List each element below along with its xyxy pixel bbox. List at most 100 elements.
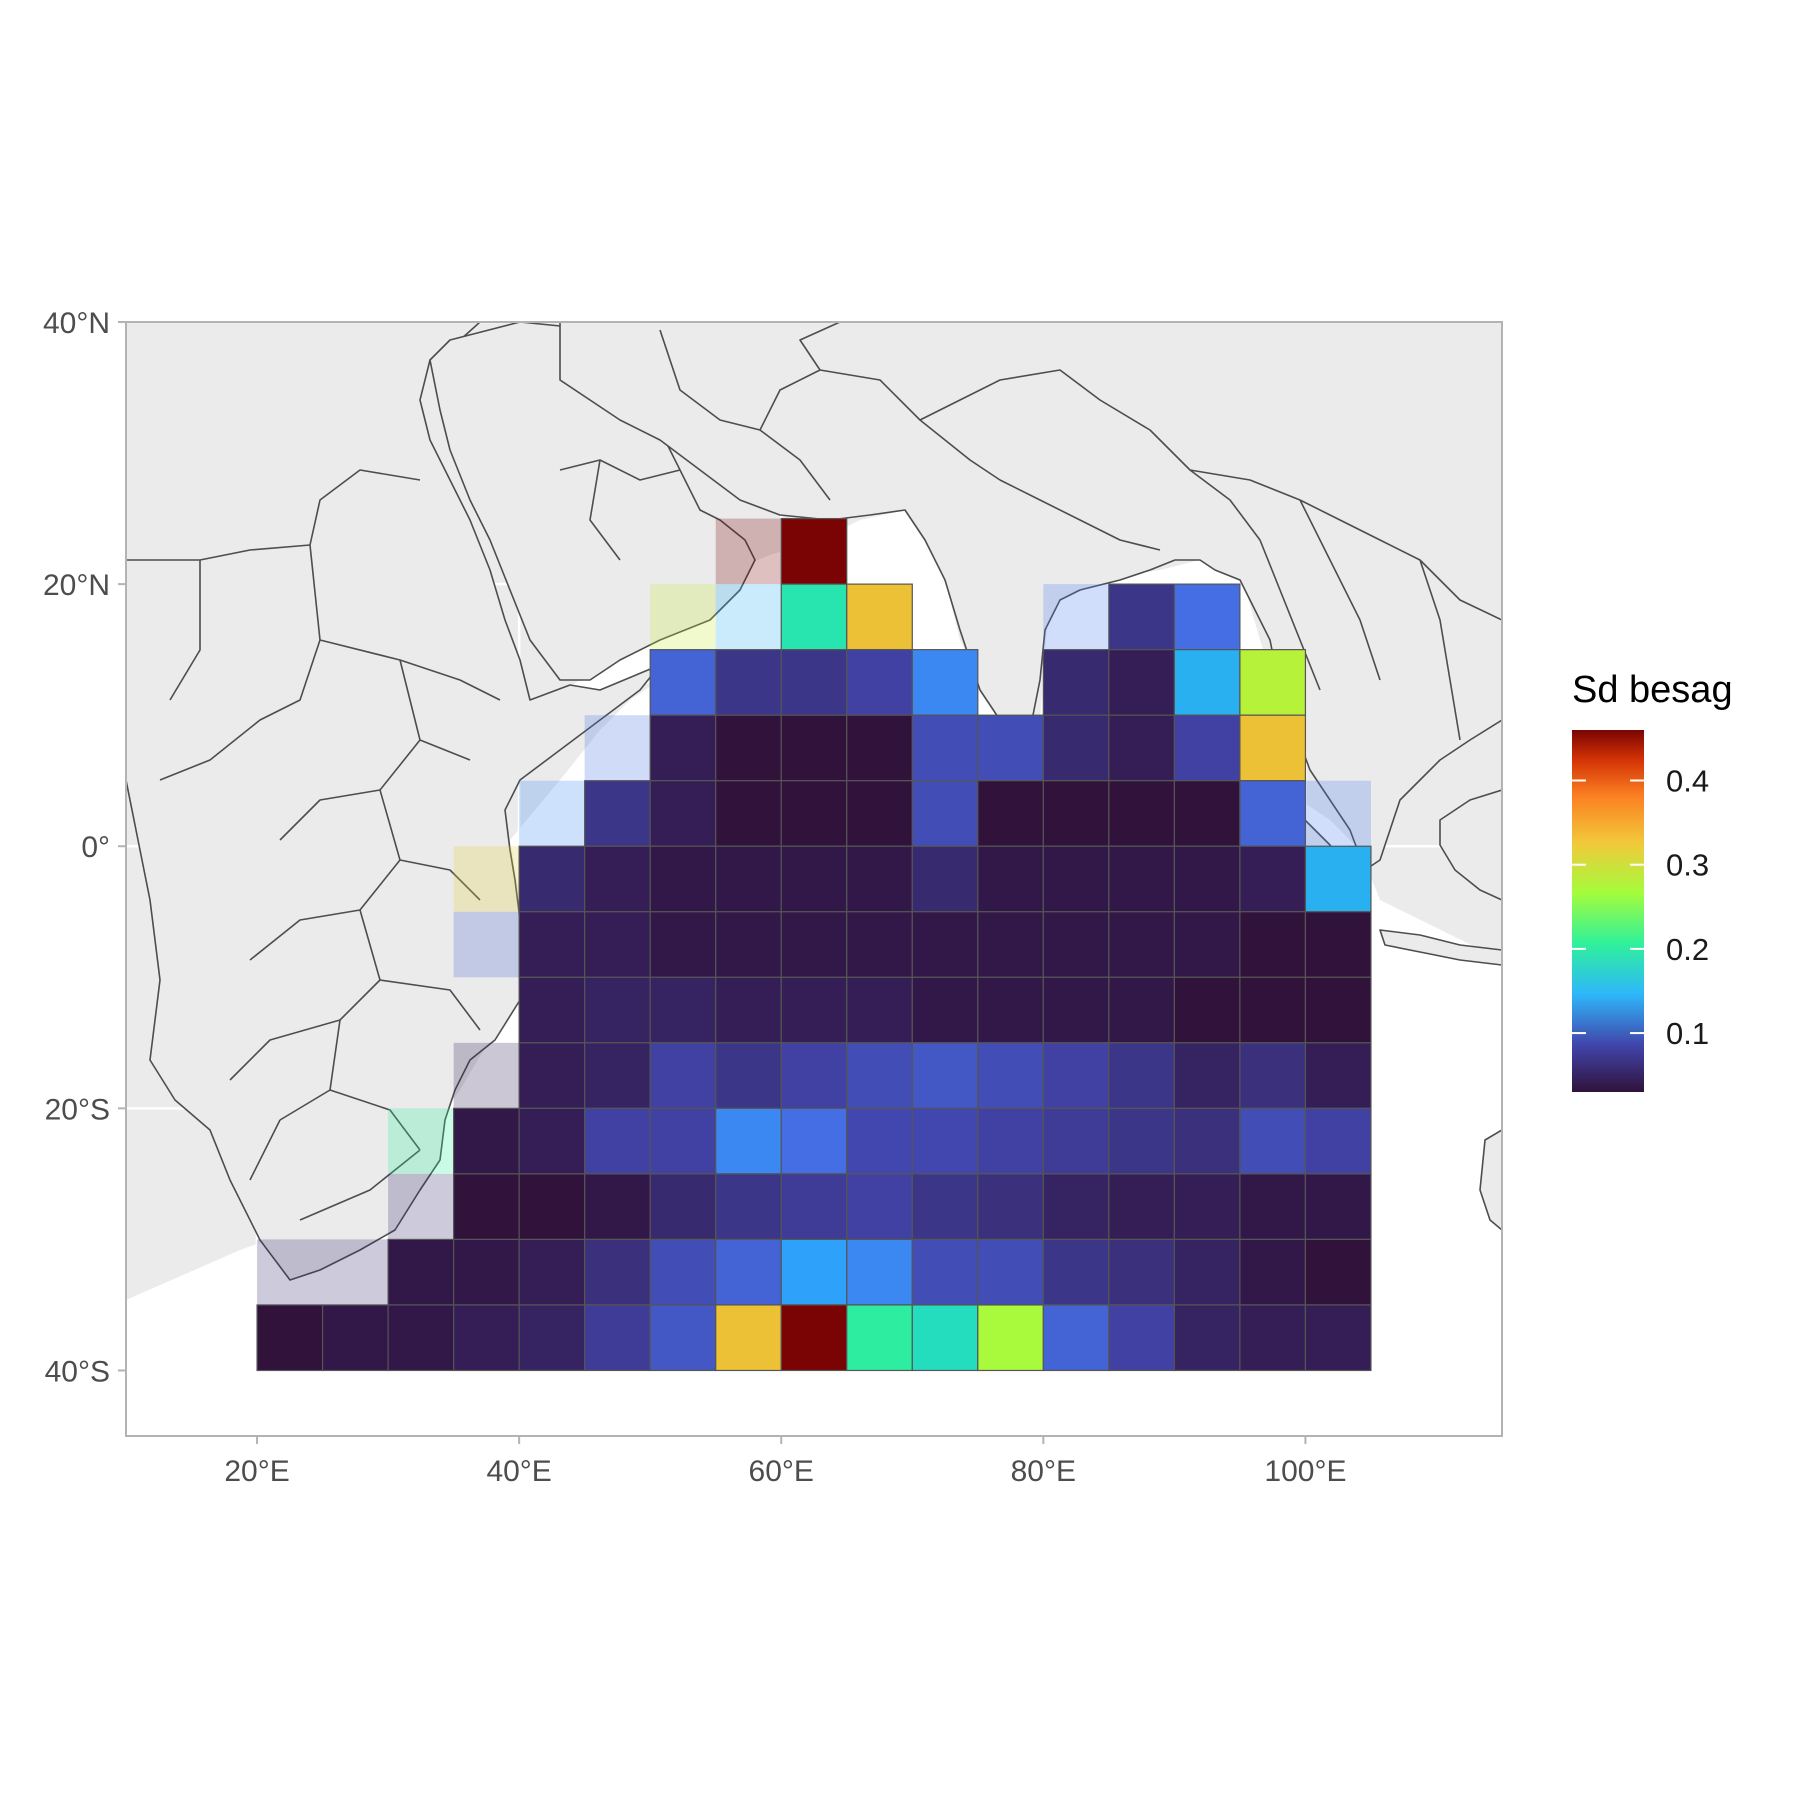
panel-border [125, 321, 1503, 1437]
heat-cell-8-12 [1239, 911, 1307, 978]
legend-title: Sd besag [1572, 669, 1733, 711]
legend: Sd besag 0.1 0.2 0.3 0.4 [1572, 669, 1733, 1092]
heat-cell-7-5 [780, 845, 848, 913]
heat-cell-1-2 [780, 583, 848, 651]
heat-cell-9-2 [649, 976, 717, 1044]
heat-cell-10-13 [1304, 1042, 1372, 1109]
heat-cell-5-8 [1108, 714, 1175, 782]
heat-cell-7-8 [977, 845, 1044, 913]
heat-cell-5-6 [977, 714, 1044, 782]
heat-cell-13-4 [518, 1238, 586, 1306]
heat-cell-6-12 [1305, 780, 1371, 847]
map-panel [125, 321, 1503, 1437]
java [1379, 929, 1502, 966]
heat-cell-9-4 [780, 976, 848, 1044]
heat-cell-7-9 [1042, 845, 1110, 913]
heat-cell-11-0 [388, 1108, 454, 1174]
heat-cell-7-6 [846, 845, 913, 913]
heat-cell-3-0 [649, 649, 717, 716]
heat-cell-9-9 [1108, 976, 1175, 1044]
heat-cell-14-12 [1042, 1304, 1110, 1372]
heat-cell-7-10 [1108, 845, 1175, 913]
heat-cell-9-3 [715, 976, 782, 1044]
heat-cell-8-1 [518, 911, 586, 978]
heat-cell-4-0 [1042, 649, 1110, 716]
heat-cell-5-2 [715, 714, 782, 782]
x-tick-label-4: 100°E [1264, 1455, 1346, 1488]
heat-cell-14-10 [911, 1304, 979, 1372]
heat-cell-11-2 [518, 1107, 586, 1175]
heat-cell-11-14 [1304, 1107, 1372, 1175]
heat-cell-5-3 [780, 714, 848, 782]
heat-cell-14-2 [387, 1304, 455, 1372]
legend-label-2: 0.3 [1666, 848, 1709, 883]
heat-cell-6-11 [1239, 780, 1307, 847]
heat-cell-6-9 [1108, 780, 1175, 847]
heat-cell-14-4 [518, 1304, 586, 1372]
heat-cell-14-8 [780, 1304, 848, 1372]
heat-cell-2-0 [1043, 584, 1109, 650]
legend-label-0: 0.1 [1666, 1016, 1709, 1051]
heat-cell-12-13 [1239, 1173, 1307, 1241]
australia [1479, 1129, 1502, 1231]
heat-cell-6-4 [780, 780, 848, 847]
heat-cell-12-0 [388, 1173, 454, 1240]
heat-cell-13-12 [1042, 1238, 1110, 1306]
heat-cell-12-11 [1108, 1173, 1175, 1241]
heat-cell-13-14 [1173, 1238, 1241, 1306]
heat-cell-11-3 [584, 1107, 651, 1175]
heat-cell-11-4 [649, 1107, 717, 1175]
heat-cell-9-12 [1304, 976, 1372, 1044]
legend-ticks: 0.1 0.2 0.3 0.4 [1572, 764, 1709, 1051]
heat-cell-6-8 [1042, 780, 1110, 847]
heat-cell-8-6 [846, 911, 913, 978]
heat-cell-14-14 [1173, 1304, 1241, 1372]
heat-cell-6-2 [649, 780, 717, 847]
heat-cell-10-9 [1042, 1042, 1110, 1109]
y-tick-label-0: 40°N [43, 307, 110, 340]
heat-cell-14-0 [256, 1304, 324, 1372]
heat-cell-14-5 [584, 1304, 651, 1372]
x-tick-label-3: 80°E [1011, 1455, 1076, 1488]
heat-cell-4-3 [1239, 649, 1307, 716]
heat-cell-13-6 [649, 1238, 717, 1306]
heat-cell-13-15 [1239, 1238, 1307, 1306]
heat-cell-10-7 [911, 1042, 979, 1109]
heat-cell-7-0 [453, 846, 520, 912]
heat-cell-8-11 [1173, 911, 1241, 978]
y-tick-label-1: 20°N [43, 569, 110, 602]
heat-cell-10-10 [1108, 1042, 1175, 1109]
heat-cell-1-0 [650, 584, 716, 650]
y-tick-label-4: 40°S [45, 1355, 110, 1388]
heat-cell-7-7 [911, 845, 979, 913]
heat-cell-5-4 [846, 714, 913, 782]
heat-cell-11-9 [977, 1107, 1044, 1175]
heat-cell-6-0 [519, 780, 585, 847]
heat-cell-12-7 [846, 1173, 913, 1241]
heat-cell-11-7 [846, 1107, 913, 1175]
borneo [1439, 789, 1502, 901]
heat-cell-11-6 [780, 1107, 848, 1175]
heat-cell-6-10 [1173, 780, 1241, 847]
legend-label-1: 0.2 [1666, 932, 1709, 967]
heat-cell-12-8 [911, 1173, 979, 1241]
heat-cell-9-8 [1042, 976, 1110, 1044]
heat-cell-9-10 [1173, 976, 1241, 1044]
heat-cell-3-3 [846, 649, 913, 716]
heat-cell-14-1 [321, 1304, 389, 1372]
heatmap-cells [256, 517, 1372, 1372]
heat-cell-12-1 [453, 1173, 520, 1241]
heat-cell-11-5 [715, 1107, 782, 1175]
heat-cell-7-3 [649, 845, 717, 913]
heat-cell-13-8 [780, 1238, 848, 1306]
heat-cell-11-8 [911, 1107, 979, 1175]
heat-cell-8-5 [780, 911, 848, 978]
heat-cell-9-11 [1239, 976, 1307, 1044]
heat-cell-12-12 [1173, 1173, 1241, 1241]
heat-cell-2-2 [1173, 583, 1241, 651]
heat-cell-14-7 [715, 1304, 782, 1372]
heat-cell-12-10 [1042, 1173, 1110, 1241]
heat-cell-10-2 [584, 1042, 651, 1109]
heat-cell-9-1 [584, 976, 651, 1044]
heat-cell-3-1 [715, 649, 782, 716]
